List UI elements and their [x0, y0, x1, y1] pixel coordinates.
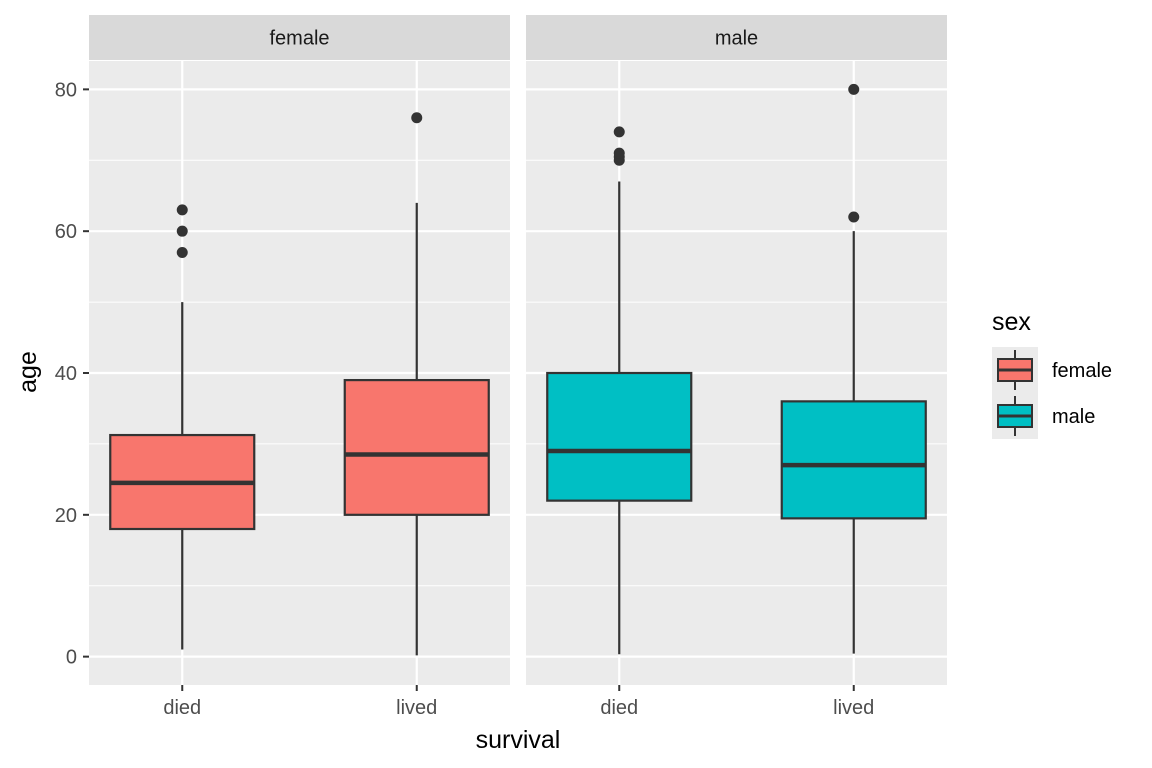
legend-entry-female: female	[992, 347, 1112, 393]
outlier-point	[411, 112, 423, 124]
legend-entry-male: male	[992, 393, 1095, 439]
iqr-box	[546, 371, 693, 502]
x-axis-title: survival	[476, 726, 561, 754]
x-tick-label: died	[163, 697, 201, 719]
iqr-box	[780, 400, 927, 520]
outlier-point	[176, 246, 188, 258]
x-tick-label: lived	[833, 697, 874, 719]
y-tick-label: 60	[55, 221, 77, 243]
outlier-point	[848, 211, 860, 223]
iqr-box	[343, 378, 490, 516]
legend: sex female male	[992, 308, 1112, 439]
outlier-point	[176, 225, 188, 237]
strip-female	[89, 15, 510, 60]
outlier-point	[848, 83, 860, 95]
outlier-point	[176, 204, 188, 216]
strip-male	[526, 15, 947, 60]
box-male-lived	[780, 83, 927, 654]
outlier-point	[613, 126, 625, 138]
strip-label-female: female	[269, 28, 329, 50]
strip-label-male: male	[715, 28, 758, 50]
y-tick-label: 0	[66, 647, 77, 669]
legend-title: sex	[992, 308, 1031, 336]
box-female-died	[109, 204, 256, 650]
x-tick-label: died	[600, 697, 638, 719]
y-axis-title: age	[14, 351, 42, 393]
outlier-point	[613, 147, 625, 159]
y-tick-label: 20	[55, 505, 77, 527]
box-female-lived	[343, 112, 490, 656]
y-axis: 0 20 40 60 80	[55, 79, 89, 669]
y-tick-label: 40	[55, 363, 77, 385]
panel-male: male died lived	[526, 15, 947, 719]
x-tick-label: lived	[396, 697, 437, 719]
box-male-died	[546, 126, 693, 655]
legend-label: male	[1052, 406, 1095, 428]
legend-label: female	[1052, 360, 1112, 382]
panel-female: female died lived	[89, 15, 510, 719]
y-tick-label: 80	[55, 79, 77, 101]
panels: female died lived male died lived	[89, 15, 947, 719]
